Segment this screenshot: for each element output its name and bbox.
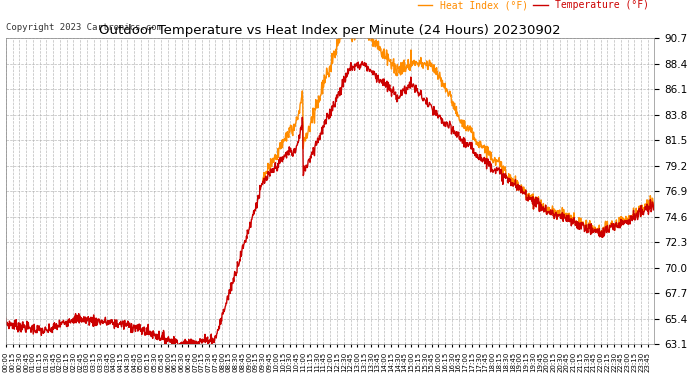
Heat Index (°F) [516, 188, 524, 192]
Temperature (°F) [650, 206, 658, 210]
Temperature (°F) [574, 227, 582, 231]
Text: Copyright 2023 Cartronics.com: Copyright 2023 Cartronics.com [6, 23, 161, 32]
Temperature (°F) [358, 59, 366, 64]
Temperature (°F) [175, 350, 183, 354]
Heat Index (°F) [431, 66, 440, 70]
Heat Index (°F) [650, 204, 658, 209]
Temperature (°F) [432, 113, 440, 118]
Temperature (°F) [219, 312, 227, 316]
Temperature (°F) [1, 316, 10, 321]
Heat Index (°F) [573, 222, 582, 226]
Temperature (°F) [146, 329, 154, 333]
Temperature (°F) [130, 325, 139, 330]
Title: Outdoor Temperature vs Heat Index per Minute (24 Hours) 20230902: Outdoor Temperature vs Heat Index per Mi… [99, 24, 561, 37]
Line: Temperature (°F): Temperature (°F) [6, 62, 654, 352]
Temperature (°F) [517, 190, 525, 195]
Line: Heat Index (°F): Heat Index (°F) [263, 5, 654, 237]
Legend: Heat Index (°F), Temperature (°F): Heat Index (°F), Temperature (°F) [417, 0, 649, 10]
